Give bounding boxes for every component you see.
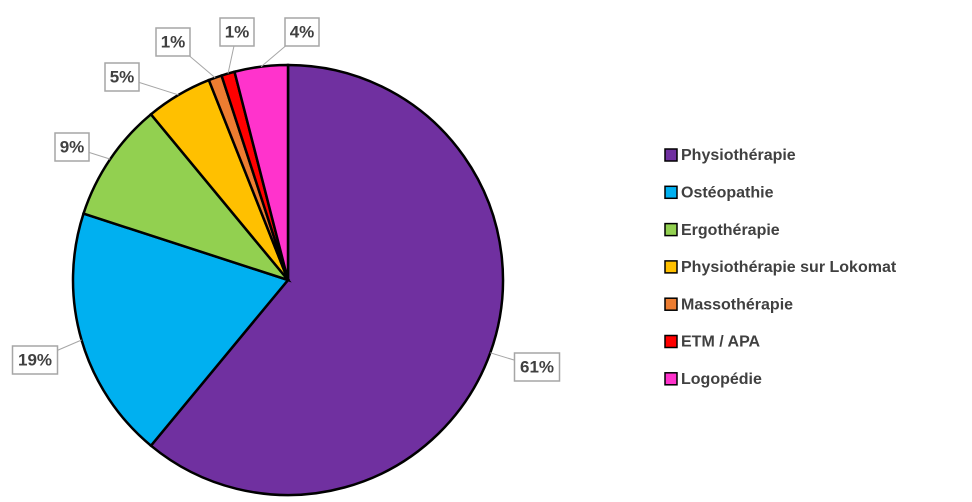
data-label: 61% [520, 357, 554, 376]
pie-slice [233, 63, 290, 281]
legend-swatch [664, 297, 678, 311]
legend-swatch [664, 148, 678, 162]
label-box [11, 345, 59, 375]
data-label: 9% [60, 137, 85, 156]
legend-label: ETM / APA [681, 334, 761, 351]
label-box [54, 132, 90, 162]
legend-label: Ergothérapie [681, 222, 780, 239]
data-label: 1% [161, 32, 186, 51]
legend-label: Logopédie [681, 371, 762, 388]
data-label: 4% [290, 22, 315, 41]
legend-swatch [664, 334, 678, 349]
legend-label: Physiothérapie sur Lokomat [681, 259, 897, 276]
data-label: 1% [225, 22, 250, 41]
label-box [513, 352, 561, 382]
data-label: 5% [110, 67, 135, 86]
label-box [104, 62, 140, 92]
legend-swatch [664, 372, 678, 386]
pie-slice [71, 211, 291, 448]
legend-label: Physiothérapie [681, 147, 796, 164]
legend-swatch [664, 185, 678, 200]
legend-swatch [664, 260, 678, 274]
legend-label: Ostéopathie [681, 185, 774, 202]
label-box [155, 27, 191, 57]
pie-slice [81, 112, 292, 283]
label-box [219, 17, 255, 47]
data-label: 19% [18, 350, 52, 369]
label-box [284, 17, 320, 47]
legend-swatch [664, 222, 678, 237]
legend-label: Massothérapie [681, 296, 793, 313]
